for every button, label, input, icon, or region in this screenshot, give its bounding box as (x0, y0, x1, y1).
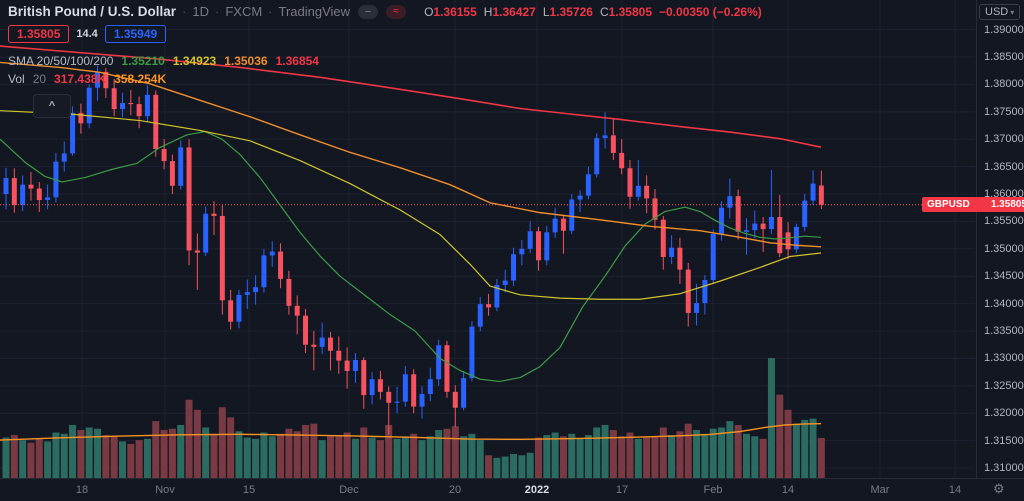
time-axis-label: 14 (781, 484, 795, 496)
time-axis-label: 14 (948, 484, 962, 496)
change-value: −0.00350 (−0.26%) (659, 4, 762, 19)
low-label: L (542, 4, 550, 19)
sma100-value: 1.35036 (224, 54, 268, 68)
time-axis-label: 2022 (524, 484, 550, 496)
price-axis-label: 1.33000 (984, 352, 1024, 365)
time-axis[interactable]: 18 Nov 15 Dec 20 2022 17 Feb 14 Mar 14 (0, 478, 1024, 501)
time-axis-label: Mar (870, 484, 890, 496)
badge-price: 1.35805 (990, 199, 1024, 211)
chevron-up-icon: ^ (48, 100, 56, 112)
price-axis-label: 1.34500 (984, 270, 1024, 283)
squiggle-pill-icon[interactable]: ≈ (386, 4, 407, 19)
volume-legend-row: Vol 20 317.438K 358.254K (8, 72, 166, 86)
tradingview-label: TradingView (278, 4, 351, 19)
time-axis-label: Feb (703, 484, 723, 496)
price-axis[interactable]: 1.39000 1.38500 1.38000 1.37500 1.37000 1.365… (976, 0, 1024, 478)
sma-legend-label: SMA 20/50/100/200 (8, 54, 114, 68)
price-axis-label: 1.33500 (984, 325, 1024, 337)
volume-value: 317.438K (54, 72, 107, 86)
high-value: 1.36427 (492, 4, 536, 19)
sma-legend-row: SMA 20/50/100/200 1.35210 1.34923 1.3503… (8, 54, 319, 68)
badge-symbol: GBPUSD (927, 199, 970, 211)
time-axis-label: Dec (339, 484, 359, 496)
time-axis-label: 20 (448, 484, 462, 496)
sma50-value: 1.34923 (172, 54, 217, 68)
open-label: O (424, 4, 434, 19)
price-axis-label: 1.34000 (984, 297, 1024, 310)
close-label: C (599, 4, 609, 19)
volume-ma-value: 358.254K (114, 72, 167, 86)
chevron-down-icon: ▾ (1010, 7, 1015, 17)
close-value: 1.35805 (608, 4, 652, 19)
separator-dot: · (182, 4, 187, 19)
price-axis-label: 1.38000 (984, 78, 1024, 91)
interval-label[interactable]: 1D (192, 4, 209, 19)
sma20-value: 1.35210 (121, 54, 165, 68)
time-axis-label: 15 (242, 484, 256, 496)
last-price-badge: GBPUSD 1.35805 (922, 197, 1024, 213)
settings-gear-icon[interactable]: ⚙ (993, 481, 1005, 496)
time-axis-label: 17 (615, 484, 629, 496)
price-axis-label: 1.37000 (984, 133, 1024, 146)
volume-legend-label: Vol (8, 72, 25, 86)
exchange-label: FXCM (225, 4, 263, 19)
volume-period: 20 (32, 72, 47, 86)
price-axis-label: 1.32000 (984, 407, 1024, 420)
separator-dot: · (268, 4, 273, 19)
time-axis-label: Nov (155, 484, 175, 496)
price-axis-label: 1.35500 (984, 215, 1024, 228)
price-axis-label: 1.38500 (984, 51, 1024, 63)
sma200-value: 1.36854 (275, 54, 319, 68)
price-axis-label: 1.31500 (984, 434, 1024, 447)
price-axis-label: 1.37500 (984, 105, 1024, 118)
collapse-indicators-button[interactable]: ^ (33, 94, 71, 118)
price-axis-label: 1.35000 (984, 242, 1024, 255)
quote-row: 1.35805 14.4 1.35949 (8, 25, 167, 43)
time-axis-label: 18 (75, 484, 89, 496)
price-axis-label: 1.36500 (984, 160, 1024, 173)
ohlc-readout: O1.36155 H1.36427 L1.35726 C1.35805 −0.0… (424, 5, 762, 19)
price-axis-label: 1.36000 (984, 188, 1024, 200)
sell-price-button[interactable]: 1.35805 (8, 25, 70, 43)
currency-label: USD (985, 6, 1009, 18)
dash-pill-icon[interactable]: – (358, 4, 379, 19)
open-value: 1.36155 (433, 4, 477, 19)
symbol-title[interactable]: British Pound / U.S. Dollar (8, 4, 177, 19)
chart-header: British Pound / U.S. Dollar · 1D · FXCM … (8, 4, 762, 19)
low-value: 1.35726 (549, 4, 593, 19)
buy-price-button[interactable]: 1.35949 (104, 25, 167, 43)
currency-dropdown-button[interactable]: USD ▾ (979, 4, 1021, 20)
price-axis-label: 1.32500 (984, 379, 1024, 392)
price-axis-label: 1.39000 (984, 23, 1024, 36)
spread-value: 14.4 (76, 28, 98, 40)
separator-dot: · (214, 4, 220, 19)
price-axis-label: 1.31000 (984, 462, 1024, 474)
high-label: H (483, 4, 493, 19)
